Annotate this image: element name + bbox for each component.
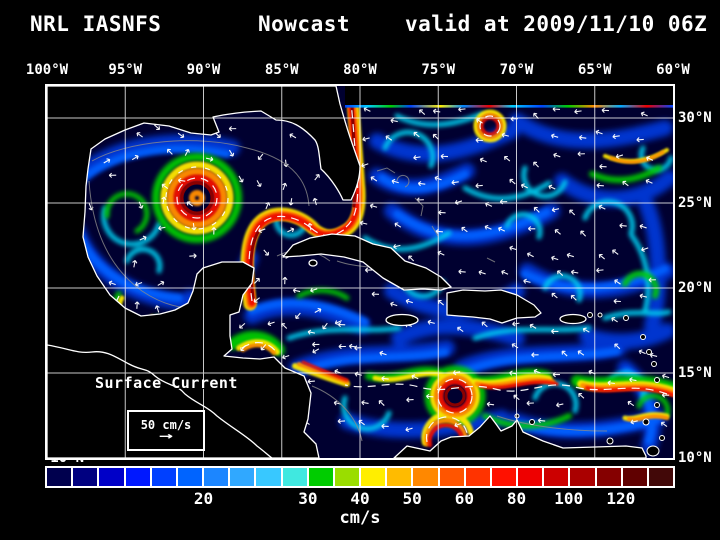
colorbar-tick-label: 20 xyxy=(193,489,214,508)
colorbar-segment xyxy=(230,468,255,486)
speed-colorbar xyxy=(45,466,675,488)
land-jamaica xyxy=(385,313,419,327)
colorbar-segment xyxy=(465,468,490,486)
land-south-america xyxy=(393,415,647,458)
colorbar-segment xyxy=(177,468,203,486)
colorbar-tick-label: 120 xyxy=(606,489,636,508)
lon-tick-label: 80°W xyxy=(343,62,377,78)
lat-tick-label: 15°N xyxy=(678,365,712,381)
surface-current-label: Surface Current xyxy=(95,374,238,392)
lon-tick-label: 90°W xyxy=(186,62,221,78)
lat-tick-label: 25°N xyxy=(678,195,712,211)
colorbar-tick-label: 30 xyxy=(298,489,318,508)
lon-tick-label: 95°W xyxy=(108,62,143,78)
coastline-pacific xyxy=(47,344,273,458)
colorbar-segment xyxy=(308,468,333,486)
surface-current-map xyxy=(45,84,675,460)
lon-tick-label: 70°W xyxy=(499,62,534,78)
reference-vector-label: 50 cm/s xyxy=(140,417,192,432)
colorbar-segment xyxy=(47,468,72,486)
out-of-domain-region xyxy=(345,86,673,105)
land-puerto-rico xyxy=(559,313,587,325)
colorbar-segment xyxy=(204,468,229,486)
colorbar-tick-label: 50 xyxy=(402,489,422,508)
lat-tick-label: 30°N xyxy=(678,110,712,126)
land-hispaniola xyxy=(446,289,542,324)
reference-vector-box: 50 cm/s → xyxy=(127,410,205,451)
latitude-axis-left: 30°N25°N20°N15°N10°N xyxy=(0,84,84,466)
colorbar-tick-label: 80 xyxy=(506,489,527,508)
latitude-axis-right: 30°N 25°N 20°N 15°N 10°N xyxy=(678,84,720,466)
page-title-product: Nowcast xyxy=(258,12,351,36)
colorbar-segment xyxy=(282,468,307,486)
colorbar-segment xyxy=(99,468,124,486)
reference-vector-arrow-icon: → xyxy=(158,428,174,444)
colorbar-segment xyxy=(596,468,621,486)
colorbar-segment xyxy=(439,468,464,486)
longitude-axis: 100°W 95°W 90°W 85°W 80°W 75°W 70°W 65°W 60°W xyxy=(26,58,690,78)
colorbar-segment xyxy=(361,468,386,486)
domain-edge-strip xyxy=(345,105,673,108)
colorbar-segment xyxy=(387,468,412,486)
grid-lines xyxy=(47,86,673,458)
colorbar-segment xyxy=(518,468,543,486)
lon-tick-label: 75°W xyxy=(421,62,456,78)
lat-tick-label: 20°N xyxy=(678,280,712,296)
land-lesser-antilles xyxy=(514,312,665,457)
colorbar-segment xyxy=(570,468,595,486)
land-cuba xyxy=(282,233,452,291)
colorbar-tick-labels: 20 30 40 50 60 80 100 120 xyxy=(47,489,673,508)
colorbar-segment xyxy=(334,468,360,486)
colorbar-segment xyxy=(648,468,674,486)
colorbar-tick-label: 40 xyxy=(350,489,370,508)
land-isle-of-youth xyxy=(308,259,318,267)
page-title-validtime: valid at 2009/11/10 06Z xyxy=(405,12,708,36)
lon-tick-label: 65°W xyxy=(577,62,612,78)
colorbar-segment xyxy=(544,468,569,486)
lon-tick-label: 85°W xyxy=(264,62,299,78)
lon-tick-label: 100°W xyxy=(25,62,69,78)
colorbar-tick-label: 100 xyxy=(554,489,584,508)
colorbar-unit-label: cm/s xyxy=(339,508,381,528)
colorbar-tick-label: 60 xyxy=(454,489,474,508)
colorbar-segment xyxy=(256,468,281,486)
page-title-model: NRL IASNFS xyxy=(30,12,162,36)
lat-tick-label: 10°N xyxy=(678,450,712,466)
colorbar-segment xyxy=(151,468,176,486)
colorbar-segment xyxy=(73,468,98,486)
colorbar-segment xyxy=(491,468,517,486)
colorbar-segment xyxy=(125,468,150,486)
colorbar-segment xyxy=(413,468,438,486)
colorbar-segment xyxy=(622,468,647,486)
current-field-plot xyxy=(47,86,673,458)
lon-tick-label: 60°W xyxy=(656,62,690,78)
